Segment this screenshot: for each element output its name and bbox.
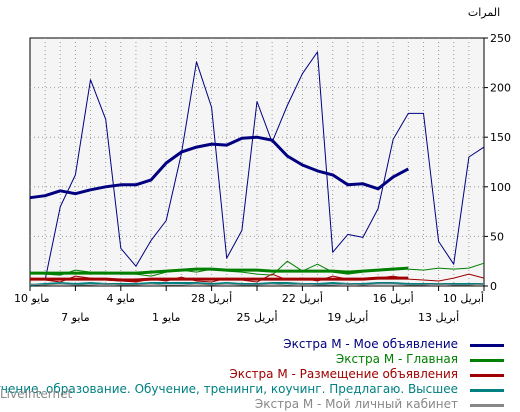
series-line-6 <box>30 276 409 282</box>
legend-label: Обучение, образование. Обучение, тренинг… <box>0 382 458 396</box>
series-line-4 <box>30 266 409 275</box>
y-tick-label: 100 <box>490 181 511 194</box>
legend-label: Экстра М - Размещение объявления <box>229 367 458 381</box>
x-tick-label-bottom: 19 أبريل <box>327 310 368 324</box>
grid <box>30 38 484 286</box>
x-tick-label-top: 28 أبريل <box>191 291 232 305</box>
x-tick-label-bottom: 1 مايو <box>152 311 181 324</box>
legend-swatch <box>470 359 504 362</box>
brand-label: LiveInternet <box>0 387 73 401</box>
legend-swatch <box>470 374 504 377</box>
legend-item: Экстра М - Размещение объявления <box>0 367 514 382</box>
x-tick-label-top: 16 أبريل <box>373 291 414 305</box>
legend-label: Экстра М - Главная <box>335 352 458 366</box>
y-tick-label: 0 <box>490 280 497 293</box>
legend-item: Экстра М - Мое объявление <box>0 337 514 352</box>
x-tick-label-top: 10 أبريل <box>443 291 484 305</box>
line-chart: 0 50 100 150 200 250 10 مايو 4 مايو 28 أبريل 22 … <box>14 6 511 324</box>
y-axis-label: المرات <box>468 6 500 19</box>
series-line-1 <box>44 51 485 281</box>
x-tick-label-bottom: 25 أبريل <box>236 310 277 324</box>
x-axis: 10 مايو 4 مايو 28 أبريل 22 أبريل 16 أبريل 10 … <box>14 286 485 324</box>
y-tick-label: 150 <box>490 131 511 144</box>
legend-swatch <box>470 344 504 347</box>
legend-swatch <box>470 404 504 407</box>
x-tick-label-top: 10 مايو <box>14 292 50 305</box>
series-lines <box>29 51 485 286</box>
x-tick-label-bottom: 7 مايو <box>61 311 90 324</box>
x-tick-label-top: 4 مايو <box>107 292 136 305</box>
legend-item: Экстра М - Главная <box>0 352 514 367</box>
series-line-8 <box>29 283 485 286</box>
legend-item: Обучение, образование. Обучение, тренинг… <box>0 382 514 397</box>
y-axis: 0 50 100 150 200 250 <box>484 32 511 293</box>
y-tick-label: 250 <box>490 32 511 45</box>
x-tick-label-bottom: 13 أبريل <box>418 310 459 324</box>
legend-label: Экстра М - Мой личный кабинет <box>254 397 458 411</box>
y-tick-label: 200 <box>490 82 511 95</box>
series-line-2 <box>29 135 410 200</box>
y-tick-label: 50 <box>490 230 504 243</box>
legend-label: Экстра М - Мое объявление <box>283 337 458 351</box>
x-tick-label-top: 22 أبريل <box>282 291 323 305</box>
legend-swatch <box>470 389 504 392</box>
